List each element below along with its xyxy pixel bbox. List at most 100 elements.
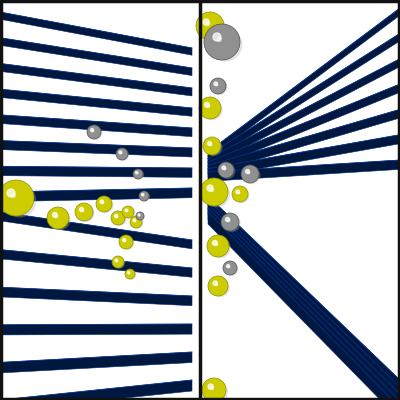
Circle shape bbox=[210, 28, 242, 61]
Polygon shape bbox=[0, 380, 192, 400]
Circle shape bbox=[98, 198, 113, 212]
Circle shape bbox=[206, 139, 222, 156]
Circle shape bbox=[216, 84, 218, 86]
Circle shape bbox=[118, 150, 129, 160]
Polygon shape bbox=[0, 287, 192, 306]
Circle shape bbox=[113, 213, 126, 225]
Polygon shape bbox=[208, 204, 400, 400]
Polygon shape bbox=[0, 188, 192, 202]
Circle shape bbox=[238, 192, 240, 194]
Circle shape bbox=[204, 24, 240, 60]
Polygon shape bbox=[208, 212, 400, 400]
Circle shape bbox=[82, 210, 84, 212]
Circle shape bbox=[223, 261, 237, 275]
Circle shape bbox=[211, 278, 229, 296]
Circle shape bbox=[218, 162, 234, 178]
Circle shape bbox=[75, 203, 93, 221]
Polygon shape bbox=[0, 64, 192, 96]
Polygon shape bbox=[0, 12, 192, 55]
Circle shape bbox=[139, 215, 140, 216]
Circle shape bbox=[126, 210, 128, 212]
Circle shape bbox=[221, 213, 239, 231]
Circle shape bbox=[204, 102, 209, 107]
Circle shape bbox=[134, 170, 144, 179]
Circle shape bbox=[203, 19, 209, 25]
Circle shape bbox=[126, 270, 136, 279]
Circle shape bbox=[232, 186, 248, 202]
Circle shape bbox=[217, 37, 222, 42]
Circle shape bbox=[137, 173, 138, 174]
Circle shape bbox=[128, 272, 130, 274]
Circle shape bbox=[143, 195, 144, 196]
Circle shape bbox=[78, 205, 94, 222]
Circle shape bbox=[92, 130, 94, 132]
Circle shape bbox=[136, 172, 138, 174]
Circle shape bbox=[87, 125, 101, 139]
Circle shape bbox=[50, 210, 70, 230]
Circle shape bbox=[90, 128, 94, 132]
Circle shape bbox=[213, 281, 218, 286]
Circle shape bbox=[210, 144, 212, 146]
Polygon shape bbox=[0, 115, 192, 137]
Circle shape bbox=[203, 137, 221, 155]
Polygon shape bbox=[0, 212, 192, 249]
Polygon shape bbox=[0, 38, 192, 76]
Circle shape bbox=[199, 97, 221, 119]
Circle shape bbox=[96, 196, 112, 212]
Circle shape bbox=[210, 78, 226, 94]
Circle shape bbox=[102, 202, 104, 204]
Circle shape bbox=[206, 381, 227, 400]
Circle shape bbox=[196, 12, 224, 40]
Circle shape bbox=[112, 256, 124, 268]
Circle shape bbox=[121, 237, 134, 249]
Circle shape bbox=[55, 215, 58, 218]
Polygon shape bbox=[0, 166, 192, 177]
Circle shape bbox=[212, 80, 227, 94]
Circle shape bbox=[129, 273, 130, 274]
Circle shape bbox=[228, 220, 230, 222]
Polygon shape bbox=[208, 59, 400, 166]
Circle shape bbox=[208, 276, 228, 296]
Circle shape bbox=[210, 188, 214, 192]
Circle shape bbox=[115, 259, 118, 262]
Circle shape bbox=[241, 165, 259, 183]
Circle shape bbox=[133, 169, 143, 179]
Polygon shape bbox=[208, 84, 400, 170]
Circle shape bbox=[204, 182, 230, 207]
Circle shape bbox=[222, 166, 226, 170]
Circle shape bbox=[119, 151, 122, 154]
Circle shape bbox=[210, 238, 230, 258]
Circle shape bbox=[208, 384, 213, 389]
Circle shape bbox=[4, 184, 36, 217]
Polygon shape bbox=[0, 89, 192, 116]
Circle shape bbox=[215, 283, 218, 286]
Circle shape bbox=[47, 207, 69, 229]
Circle shape bbox=[116, 148, 128, 160]
Circle shape bbox=[114, 258, 125, 268]
Circle shape bbox=[137, 213, 144, 220]
Circle shape bbox=[134, 220, 136, 222]
Circle shape bbox=[207, 105, 210, 108]
Circle shape bbox=[224, 168, 226, 170]
Polygon shape bbox=[208, 200, 400, 398]
Circle shape bbox=[89, 127, 102, 139]
Circle shape bbox=[140, 192, 150, 201]
Polygon shape bbox=[0, 250, 192, 277]
Circle shape bbox=[248, 172, 250, 174]
Circle shape bbox=[0, 180, 34, 216]
Circle shape bbox=[11, 193, 16, 198]
Polygon shape bbox=[0, 324, 192, 335]
Polygon shape bbox=[208, 208, 400, 400]
Circle shape bbox=[114, 214, 118, 218]
Circle shape bbox=[224, 215, 240, 232]
Circle shape bbox=[52, 212, 57, 217]
Circle shape bbox=[119, 235, 133, 249]
Circle shape bbox=[212, 240, 217, 245]
Circle shape bbox=[211, 387, 214, 390]
Circle shape bbox=[225, 263, 238, 275]
Circle shape bbox=[124, 240, 126, 242]
Polygon shape bbox=[208, 196, 400, 390]
Circle shape bbox=[208, 142, 212, 146]
Circle shape bbox=[122, 206, 134, 218]
Polygon shape bbox=[208, 33, 400, 163]
